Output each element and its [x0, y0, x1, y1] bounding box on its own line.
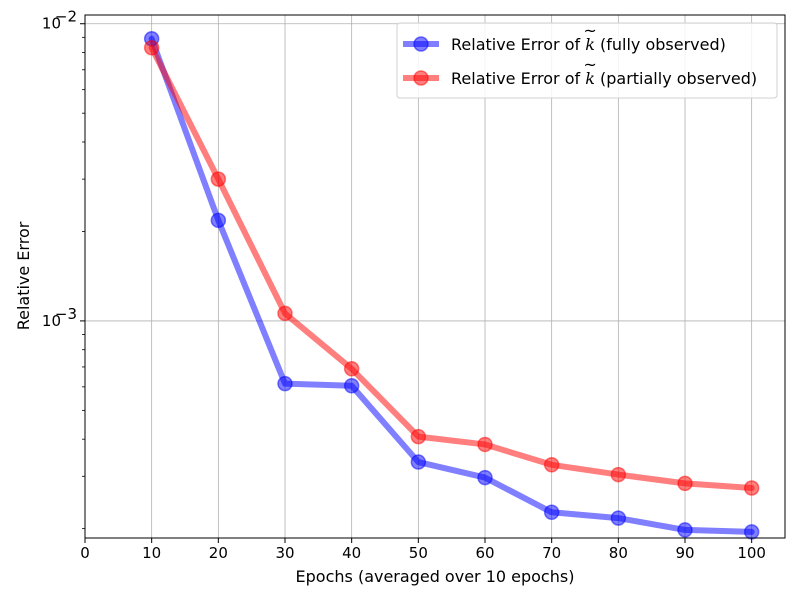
x-tick-label: 80: [609, 544, 628, 562]
y-tick-label: 10: [42, 15, 61, 33]
grid: [85, 15, 785, 538]
data-point: [677, 475, 693, 492]
legend-tilde-accent: ~: [583, 55, 596, 74]
series-line: [148, 35, 755, 535]
plot-frame: [84, 14, 786, 539]
legend-marker: [413, 36, 429, 52]
data-point: [343, 378, 360, 394]
data-point: [210, 212, 227, 229]
x-tick-label: 90: [675, 544, 694, 562]
x-tick-label: 10: [142, 544, 161, 562]
x-tick-label: 60: [475, 544, 494, 562]
data-point: [543, 457, 560, 473]
series-fully-observed: [143, 31, 760, 540]
data-point: [477, 436, 493, 453]
series-layer: [143, 31, 760, 540]
data-point: [610, 510, 627, 526]
data-point: [210, 171, 227, 187]
x-tick-label: 0: [80, 544, 90, 562]
legend: Relative Error of k (fully observed)~Rel…: [396, 21, 778, 99]
data-point: [743, 524, 760, 540]
legend-marker: [413, 70, 429, 86]
x-axis-label: Epochs (averaged over 10 epochs): [296, 567, 575, 586]
data-point: [343, 361, 360, 377]
series-line: [148, 44, 755, 491]
legend-item: Relative Error of k (partially observed)…: [403, 55, 757, 88]
y-tick-label: 10: [42, 312, 61, 330]
legend-label: Relative Error of k (fully observed): [451, 35, 726, 54]
x-tick-label: 30: [275, 544, 294, 562]
data-point: [410, 454, 427, 470]
data-point: [610, 466, 627, 483]
legend-tilde-accent: ~: [583, 21, 596, 40]
x-tick-label: 50: [409, 544, 428, 562]
data-point: [477, 469, 493, 486]
x-tick-label: 20: [209, 544, 228, 562]
x-tick-label: 70: [542, 544, 561, 562]
legend-label: Relative Error of k (partially observed): [451, 69, 757, 88]
legend-box: [396, 22, 778, 99]
series-partially-observed: [143, 40, 760, 496]
legend-item: Relative Error of k (fully observed)~: [403, 21, 726, 54]
y-axis-label: Relative Error: [14, 221, 33, 330]
data-point: [410, 428, 427, 445]
y-tick-exponent: −3: [55, 305, 77, 323]
data-point: [677, 522, 693, 538]
data-point: [277, 305, 293, 322]
x-axis: 0 10 20 30 40 50 60 70 80 90 100: [80, 538, 766, 562]
data-point: [143, 40, 160, 56]
y-tick-exponent: −2: [55, 8, 77, 26]
x-tick-label: 100: [737, 544, 766, 562]
data-point: [743, 480, 760, 496]
data-point: [277, 375, 293, 392]
y-axis: 10−310−2: [42, 8, 85, 530]
data-point: [543, 504, 560, 521]
x-tick-label: 40: [342, 544, 361, 562]
